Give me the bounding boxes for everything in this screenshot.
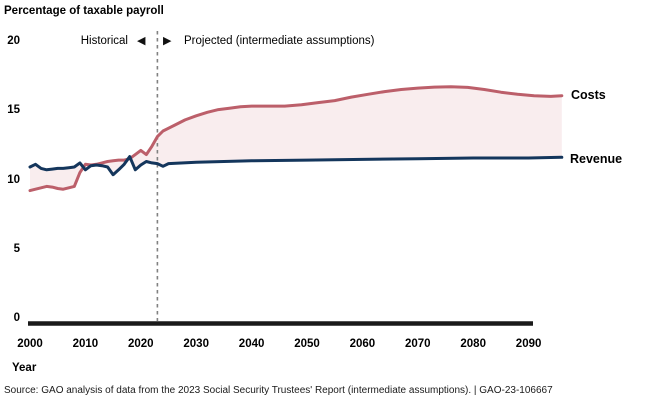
revenue-line (28, 155, 564, 177)
x-tick-label: 2010 (72, 338, 99, 350)
y-tick-label: 15 (7, 104, 20, 117)
costs-series-label: Costs (571, 88, 606, 102)
historical-period-label: Historical (80, 35, 128, 47)
y-tick-label: 20 (7, 35, 20, 47)
x-axis-title: Year (12, 362, 37, 374)
arrow-right-icon: ▶ (163, 35, 172, 47)
x-tick-label: 2000 (17, 338, 43, 350)
costs-line (28, 85, 564, 193)
y-tick-label: 0 (13, 312, 20, 324)
y-tick-label: 10 (7, 173, 20, 186)
y-tick-label: 5 (13, 242, 20, 255)
x-tick-label: 2020 (128, 338, 154, 350)
x-tick-label: 2030 (183, 338, 209, 350)
revenue-series-label: Revenue (570, 152, 623, 166)
x-tick-label: 2050 (294, 338, 320, 350)
source-note: Source: GAO analysis of data from the 20… (4, 385, 553, 396)
between-fill (30, 86, 562, 191)
x-tick-label: 2070 (405, 338, 431, 350)
x-tick-label: 2090 (515, 338, 542, 350)
chart-title: Percentage of taxable payroll (4, 5, 164, 17)
x-tick-label: 2040 (238, 338, 265, 350)
x-tick-label: 2060 (349, 338, 376, 350)
x-tick-label: 2080 (460, 338, 486, 350)
arrow-left-icon: ◀ (137, 35, 146, 47)
projected-period-label: Projected (intermediate assumptions) (184, 35, 375, 47)
